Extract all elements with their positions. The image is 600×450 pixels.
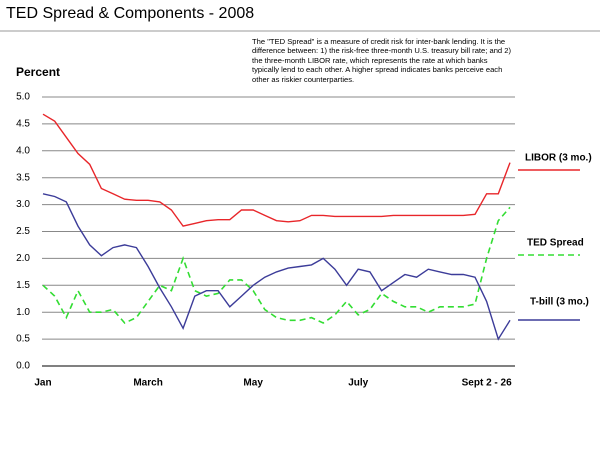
y-tick-label: 0.5 [16, 334, 30, 345]
series-line [42, 193, 511, 341]
x-tick-label: Sept 2 - 26 [462, 378, 512, 389]
series-line [42, 206, 511, 324]
y-tick-label: 1.0 [16, 307, 30, 318]
legend-label: T-bill (3 mo.) [530, 297, 589, 308]
legend-label: TED Spread [527, 238, 584, 249]
x-tick-label: July [348, 378, 368, 389]
y-tick-label: 1.5 [16, 280, 30, 291]
y-tick-label: 4.0 [16, 145, 30, 156]
annotation: The "TED Spread" is a measure of credit … [252, 37, 512, 84]
y-tick-label: 3.5 [16, 172, 30, 183]
chart-title: TED Spread & Components - 2008 [6, 5, 254, 22]
x-tick-label: March [133, 378, 162, 389]
y-tick-label: 2.5 [16, 226, 30, 237]
y-tick-label: 4.5 [16, 119, 30, 130]
x-tick-label: May [243, 378, 263, 389]
y-tick-label: 3.0 [16, 199, 30, 210]
y-axis-label: Percent [16, 65, 60, 79]
y-tick-label: 0.0 [16, 361, 30, 372]
series-line [42, 113, 511, 227]
legend-label: LIBOR (3 mo.) [525, 153, 592, 164]
y-tick-label: 5.0 [16, 92, 30, 103]
x-tick-label: Jan [34, 378, 51, 389]
y-tick-label: 2.0 [16, 253, 30, 264]
